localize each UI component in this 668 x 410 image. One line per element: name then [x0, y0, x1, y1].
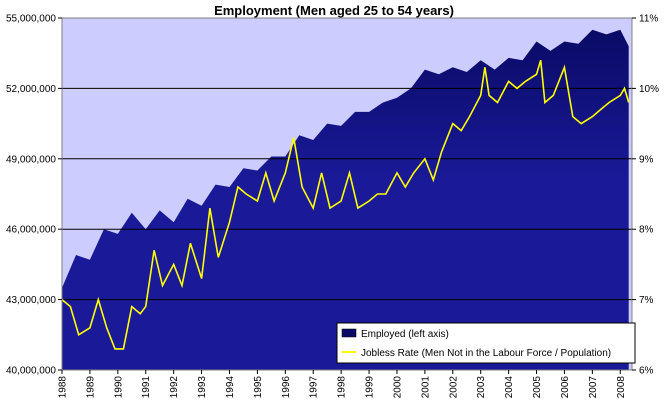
x-tick-label: 2000: [392, 376, 403, 399]
legend: Employed (left axis) Jobless Rate (Men N…: [337, 323, 635, 363]
x-tick-label: 2007: [588, 376, 599, 399]
left-axis: 40,000,000 43,000,000 46,000,000 49,000,000…: [6, 14, 62, 377]
x-tick-label: 1998: [337, 376, 348, 399]
legend-label-employed: Employed (left axis): [361, 329, 449, 340]
left-tick-label: 52,000,000: [6, 84, 56, 95]
left-tick-label: 49,000,000: [6, 154, 56, 165]
left-tick-label: 46,000,000: [6, 225, 56, 236]
x-tick-label: 1989: [85, 376, 96, 399]
left-tick-label: 40,000,000: [6, 366, 56, 377]
right-tick-label: 8%: [639, 225, 654, 236]
x-tick-label: 2005: [532, 376, 543, 399]
chart-title: Employment (Men aged 25 to 54 years): [214, 3, 454, 18]
x-tick-label: 1999: [365, 376, 376, 399]
right-tick-label: 7%: [639, 295, 654, 306]
left-tick-label: 43,000,000: [6, 295, 56, 306]
x-tick-label: 1990: [113, 376, 124, 399]
right-tick-label: 6%: [639, 366, 654, 377]
x-tick-label: 1995: [253, 376, 264, 399]
x-tick-label: 2004: [504, 376, 515, 399]
x-tick-label: 1994: [225, 376, 236, 399]
x-tick-label: 2001: [420, 376, 431, 399]
x-tick-label: 2008: [616, 376, 627, 399]
x-tick-label: 1991: [141, 376, 152, 399]
right-axis: 6% 7% 8% 9% 10% 11%: [632, 14, 659, 377]
x-tick-label: 1993: [197, 376, 208, 399]
x-tick-label: 1988: [58, 376, 69, 399]
x-tick-label: 1997: [309, 376, 320, 399]
legend-label-jobless: Jobless Rate (Men Not in the Labour Forc…: [361, 348, 611, 359]
left-tick-label: 55,000,000: [6, 14, 56, 25]
x-tick-label: 2002: [448, 376, 459, 399]
legend-swatch-employed: [342, 329, 356, 337]
x-tick-label: 2003: [476, 376, 487, 399]
x-tick-label: 1992: [169, 376, 180, 399]
right-tick-label: 11%: [639, 14, 658, 25]
x-tick-label: 2006: [560, 376, 571, 399]
right-tick-label: 9%: [639, 154, 654, 165]
right-tick-label: 10%: [639, 84, 659, 95]
x-axis: 1988 1989 1990 1991 1992 1993 1994 1995 1996 1997…: [58, 370, 627, 398]
x-tick-label: 1996: [281, 376, 292, 399]
